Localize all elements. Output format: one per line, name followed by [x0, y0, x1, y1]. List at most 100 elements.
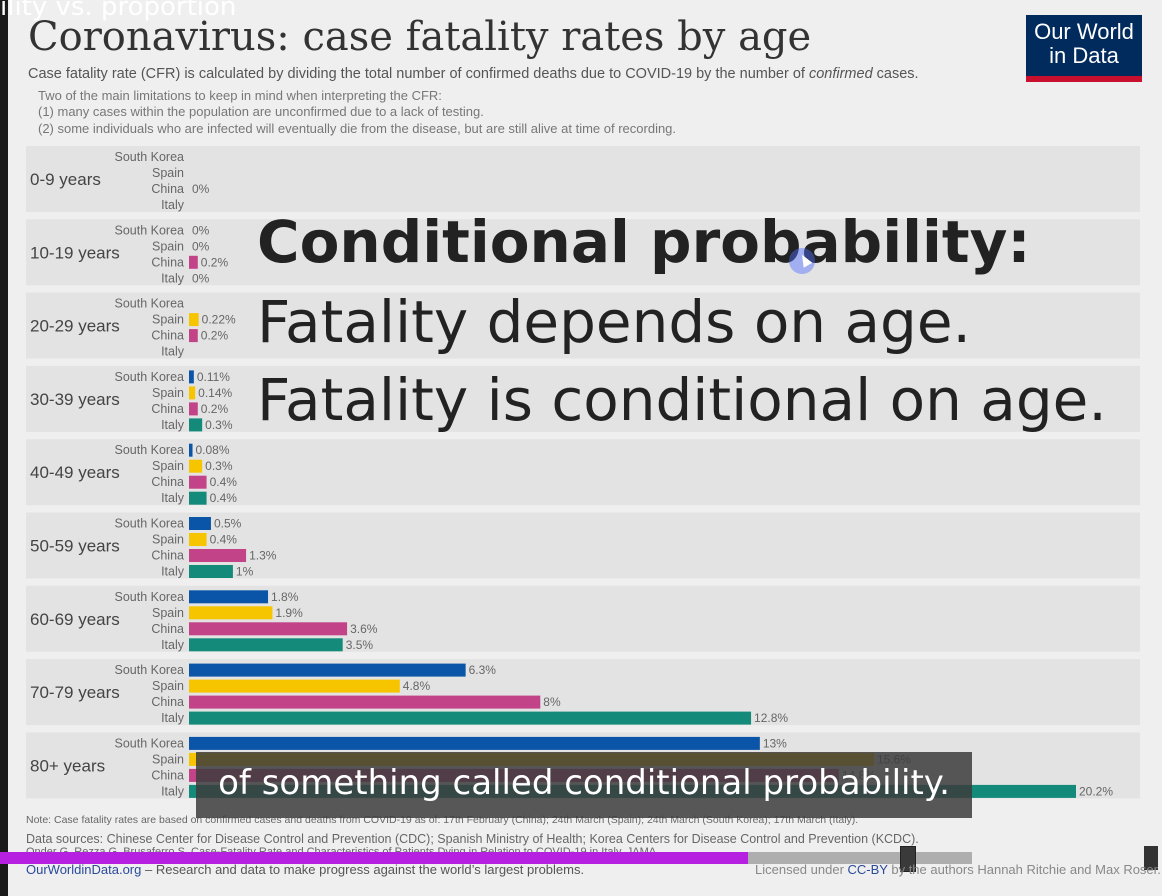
bar-south-korea — [189, 663, 466, 677]
bar-china — [189, 549, 247, 562]
bar-spain — [189, 313, 199, 327]
value-label: 1.8% — [271, 590, 299, 604]
overlay-heading: Conditional probability: — [257, 208, 1031, 276]
value-label: 1.9% — [275, 606, 303, 620]
site-tagline: – Research and data to make progress aga… — [141, 862, 585, 877]
license-prefix: Licensed under — [755, 862, 848, 877]
age-group-label: 60-69 years — [30, 610, 120, 629]
bar-spain — [189, 606, 273, 620]
age-group-label: 30-39 years — [30, 390, 120, 409]
license-suffix: by the authors Hannah Ritchie and Max Ro… — [887, 862, 1161, 877]
value-label: 8% — [543, 695, 561, 709]
value-label: 1.3% — [249, 549, 277, 563]
age-band-4 — [26, 439, 1140, 506]
country-label: Italy — [161, 198, 185, 212]
value-label: 3.5% — [346, 638, 374, 652]
value-label: 12.8% — [754, 711, 788, 725]
license-link[interactable]: CC-BY — [847, 862, 888, 877]
age-band-0 — [26, 146, 1140, 212]
country-label: Italy — [161, 418, 185, 432]
bar-south-korea — [189, 590, 269, 604]
country-label: China — [151, 475, 184, 489]
bar-china — [189, 402, 198, 416]
value-label: 6.3% — [469, 663, 497, 677]
age-group-label: 50-59 years — [30, 537, 120, 556]
country-label: Spain — [152, 313, 184, 327]
country-label: Spain — [152, 752, 184, 766]
country-label: Spain — [152, 386, 184, 400]
video-progress-fill — [0, 852, 749, 864]
limitation-2: (2) some individuals who are infected wi… — [38, 121, 677, 136]
value-label: 0.4% — [210, 491, 238, 505]
age-group-label: 20-29 years — [30, 317, 120, 336]
country-label: Italy — [161, 565, 185, 579]
footer-license: Licensed under CC-BY by the authors Hann… — [755, 862, 1161, 877]
country-label: China — [151, 768, 184, 782]
country-label: Spain — [152, 679, 184, 693]
footer-sources: Data sources: Chinese Center for Disease… — [26, 832, 919, 846]
value-label: 0% — [192, 271, 210, 285]
site-link[interactable]: OurWorldinData.org — [26, 862, 142, 877]
bar-china — [189, 622, 348, 636]
value-label: 0.2% — [201, 402, 229, 416]
owid-logo: Our World in Data — [1026, 15, 1142, 82]
country-label: South Korea — [115, 297, 185, 311]
value-label: 4.8% — [403, 679, 431, 693]
country-label: Italy — [161, 345, 185, 359]
bar-china — [189, 255, 198, 269]
limitations-intro: Two of the main limitations to keep in m… — [38, 88, 442, 103]
value-label: 0.2% — [201, 255, 229, 269]
country-label: Italy — [161, 491, 185, 505]
country-label: South Korea — [115, 223, 185, 237]
country-label: South Korea — [115, 517, 185, 531]
country-label: China — [151, 549, 184, 563]
country-label: Spain — [152, 606, 184, 620]
country-label: China — [151, 329, 184, 343]
bar-italy — [189, 711, 752, 725]
value-label: 0.2% — [201, 329, 229, 343]
country-label: Italy — [161, 271, 185, 285]
video-title: ility vs. proportion — [0, 0, 237, 22]
country-label: South Korea — [115, 590, 185, 604]
country-label: China — [151, 255, 184, 269]
subtitle-emphasis: confirmed — [808, 66, 873, 82]
country-label: Spain — [152, 166, 184, 180]
bar-china — [189, 329, 198, 343]
value-label: 0.22% — [202, 313, 236, 327]
age-group-label: 80+ years — [30, 756, 105, 775]
country-label: South Korea — [115, 663, 185, 677]
age-band-3 — [26, 365, 1140, 432]
subtitle-start: Case fatality rate (CFR) is calculated b… — [28, 66, 809, 82]
bar-south-korea — [189, 517, 211, 530]
country-label: South Korea — [115, 443, 185, 457]
bar-south-korea — [189, 443, 193, 457]
country-label: China — [151, 182, 184, 196]
volume-handle[interactable] — [1144, 846, 1158, 870]
country-label: Italy — [161, 784, 185, 798]
bar-china — [189, 475, 207, 489]
country-label: Spain — [152, 459, 184, 473]
age-band-1 — [26, 219, 1140, 286]
value-label: 0% — [192, 239, 210, 253]
bar-italy — [189, 418, 203, 432]
age-group-label: 0-9 years — [30, 170, 101, 189]
value-label: 0.4% — [210, 475, 238, 489]
subtitle-end: cases. — [872, 66, 919, 82]
bar-south-korea — [189, 370, 194, 384]
limitation-1: (1) many cases within the population are… — [38, 104, 484, 119]
country-label: South Korea — [115, 370, 185, 384]
progress-handle[interactable] — [900, 846, 916, 872]
bar-south-korea — [189, 736, 760, 750]
bar-spain — [189, 459, 203, 473]
value-label: 0.4% — [210, 533, 238, 547]
value-label: 20.2% — [1079, 784, 1113, 798]
chart-subtitle: Case fatality rate (CFR) is calculated b… — [28, 66, 919, 82]
bar-italy — [189, 491, 207, 505]
bar-italy — [189, 638, 343, 652]
bar-italy — [189, 565, 233, 578]
age-band-2 — [26, 292, 1140, 359]
value-label: 0.5% — [214, 517, 242, 531]
country-label: Spain — [152, 239, 184, 253]
value-label: 0.08% — [196, 443, 230, 457]
